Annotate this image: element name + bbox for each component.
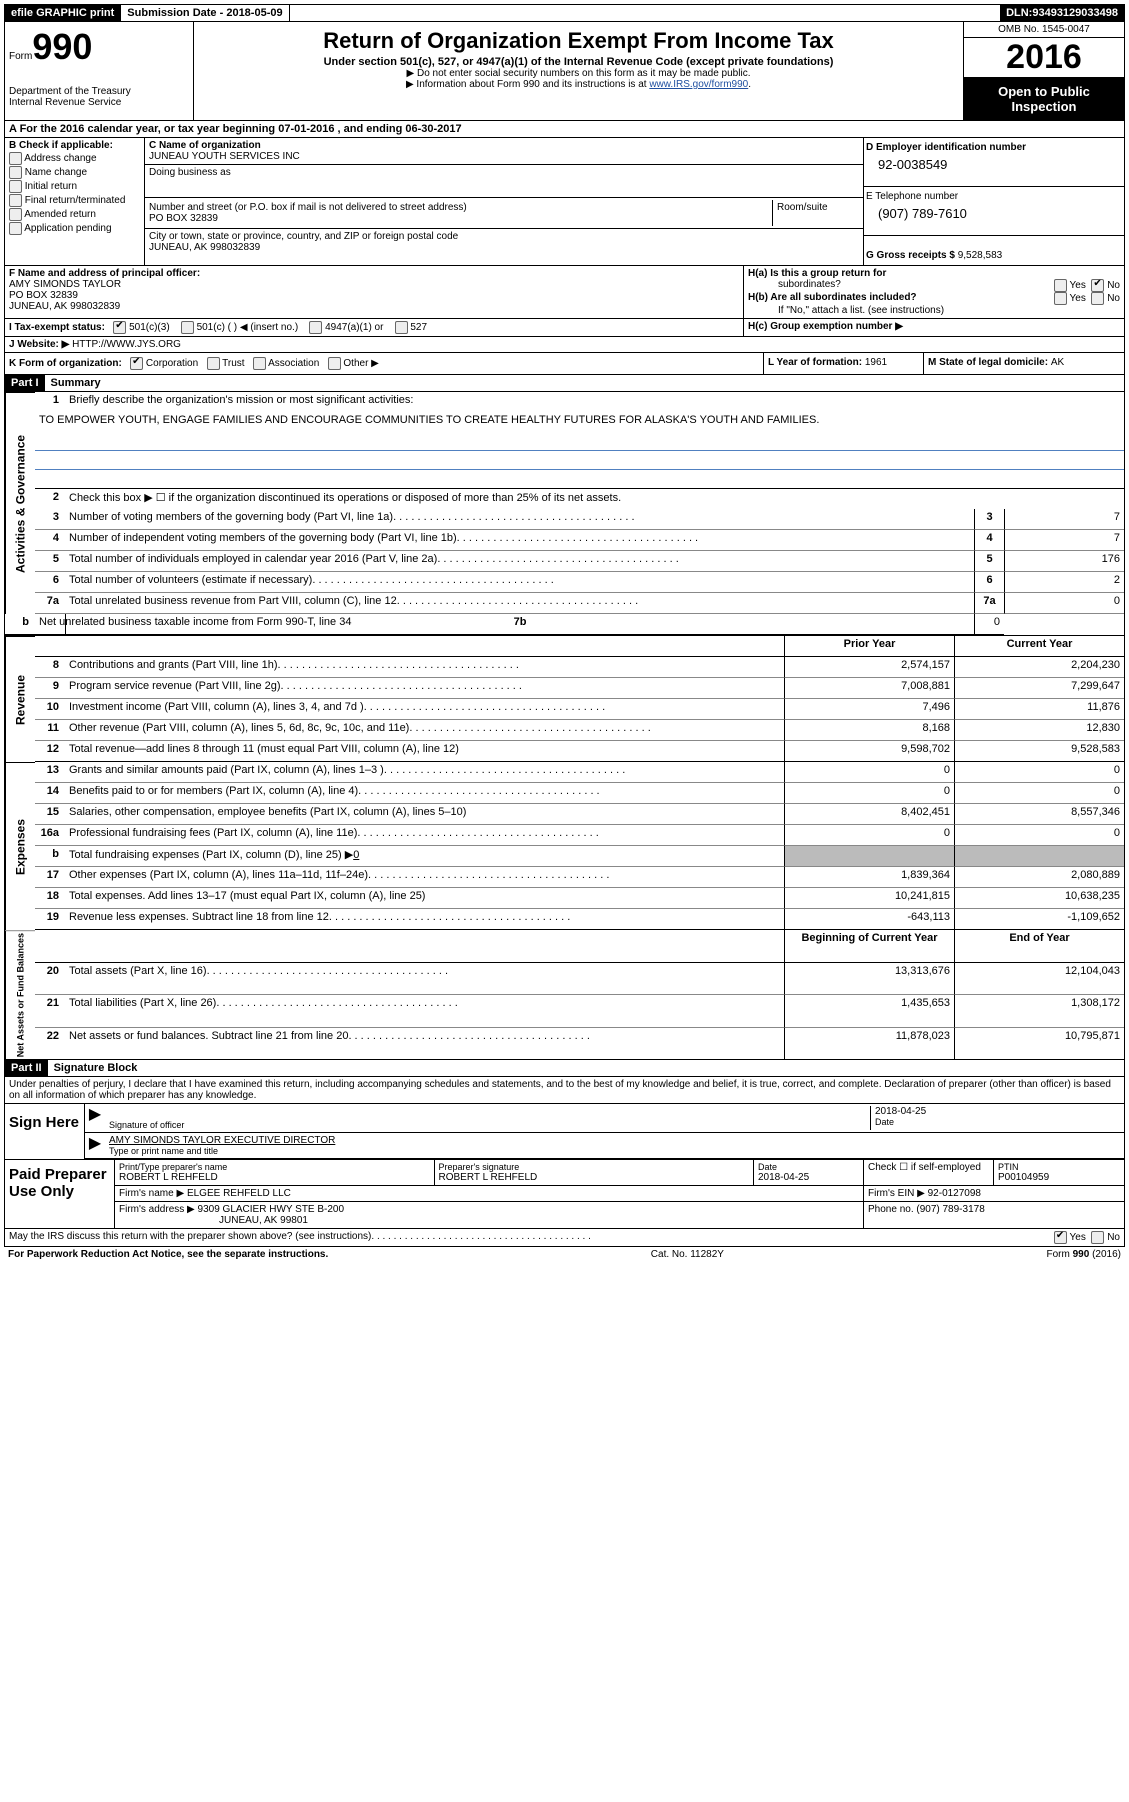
- cb-name-change[interactable]: Name change: [9, 166, 140, 179]
- form-header: Form990 Department of the Treasury Inter…: [4, 22, 1125, 121]
- row-k: K Form of organization: Corporation Trus…: [4, 353, 1125, 375]
- cb-final-return[interactable]: Final return/terminated: [9, 194, 140, 207]
- form-subtitle: Under section 501(c), 527, or 4947(a)(1)…: [202, 56, 955, 68]
- col-h: H(a) Is this a group return for subordin…: [744, 266, 1124, 318]
- vlabel-net: Net Assets or Fund Balances: [5, 930, 35, 1059]
- vlabel-exp: Expenses: [5, 762, 35, 930]
- summary-ag: Activities & Governance 1 Briefly descri…: [4, 392, 1125, 636]
- arrow-icon: ▶: [85, 1104, 105, 1133]
- section-a: A For the 2016 calendar year, or tax yea…: [4, 121, 1125, 138]
- row-j: J Website: ▶ HTTP://WWW.JYS.ORG: [4, 337, 1125, 353]
- row-i: I Tax-exempt status: 501(c)(3) 501(c) ( …: [4, 319, 1125, 337]
- info-link-line: ▶ Information about Form 990 and its ins…: [202, 79, 955, 90]
- header-center: Return of Organization Exempt From Incom…: [194, 22, 963, 120]
- form-title: Return of Organization Exempt From Incom…: [202, 28, 955, 54]
- vlabel-rev: Revenue: [5, 636, 35, 762]
- header-right: OMB No. 1545-0047 2016 Open to PublicIns…: [963, 22, 1124, 120]
- dept-treasury: Department of the Treasury: [9, 86, 189, 97]
- open-inspection: Open to PublicInspection: [964, 78, 1124, 120]
- part1-header: Part I Summary: [4, 375, 1125, 392]
- perjury-declaration: Under penalties of perjury, I declare th…: [5, 1077, 1124, 1103]
- tax-year: 2016: [964, 38, 1124, 78]
- arrow-icon: ▶: [85, 1133, 105, 1159]
- cb-initial-return[interactable]: Initial return: [9, 180, 140, 193]
- fin-table: Revenue Prior Year Current Year 8Contrib…: [4, 636, 1125, 1060]
- submission-cell: Submission Date - 2018-05-09: [121, 5, 289, 21]
- col-f: F Name and address of principal officer:…: [5, 266, 744, 318]
- part2-header: Part II Signature Block: [4, 1060, 1125, 1077]
- row-f-h: F Name and address of principal officer:…: [4, 266, 1125, 319]
- ssn-warning: ▶ Do not enter social security numbers o…: [202, 68, 955, 79]
- cb-amended[interactable]: Amended return: [9, 208, 140, 221]
- vlabel-ag: Activities & Governance: [5, 392, 35, 614]
- signature-block: Under penalties of perjury, I declare th…: [4, 1077, 1125, 1229]
- footer: For Paperwork Reduction Act Notice, see …: [4, 1247, 1125, 1262]
- dln-cell: DLN: 93493129033498: [1000, 5, 1124, 21]
- entity-info-grid: B Check if applicable: Address change Na…: [4, 138, 1125, 266]
- discuss-row: May the IRS discuss this return with the…: [4, 1229, 1125, 1247]
- sign-here-label: Sign Here: [5, 1104, 85, 1159]
- col-b: B Check if applicable: Address change Na…: [5, 138, 145, 265]
- efile-label: efile GRAPHIC print: [5, 5, 121, 21]
- col-d: D Employer identification number 92-0038…: [864, 138, 1124, 265]
- cb-address-change[interactable]: Address change: [9, 152, 140, 165]
- preparer-block: Paid Preparer Use Only Print/Type prepar…: [5, 1159, 1124, 1228]
- omb-number: OMB No. 1545-0047: [964, 22, 1124, 38]
- irs-link[interactable]: www.IRS.gov/form990: [649, 79, 748, 90]
- top-bar: efile GRAPHIC print Submission Date - 20…: [4, 4, 1125, 22]
- cb-app-pending[interactable]: Application pending: [9, 222, 140, 235]
- col-c: C Name of organization JUNEAU YOUTH SERV…: [145, 138, 864, 265]
- header-left: Form990 Department of the Treasury Inter…: [5, 22, 194, 120]
- irs-label: Internal Revenue Service: [9, 97, 189, 108]
